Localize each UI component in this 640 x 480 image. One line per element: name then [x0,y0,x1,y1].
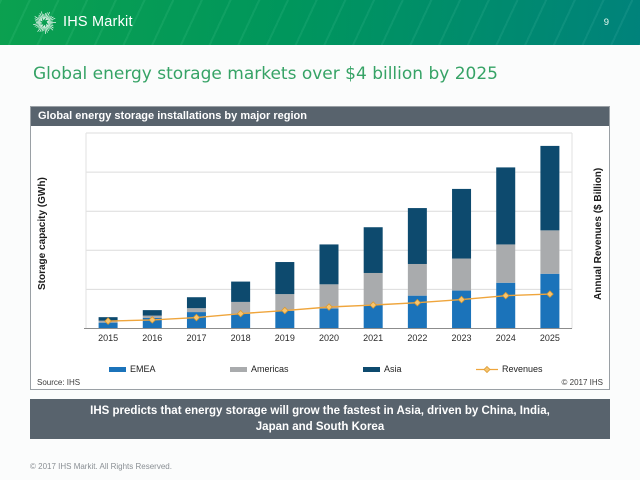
revenues-marker-2016 [148,316,157,324]
x-tick-label: 2025 [540,333,560,343]
bar-segment-asia-2020 [319,244,339,285]
bar-segment-americas-2017 [186,308,206,313]
bar-segment-asia-2016 [142,310,162,316]
x-tick-label: 2017 [186,333,206,343]
chart-title-bar: Global energy storage installations by m… [31,107,609,126]
bar-segment-asia-2017 [186,297,206,309]
revenues-marker-2025 [546,290,554,298]
revenues-marker-2015 [104,317,112,325]
legend-line-swatch [476,365,498,373]
bar-segment-emea-2019 [275,310,295,329]
bar-segment-asia-2024 [496,167,516,245]
bar-segment-emea-2025 [540,273,560,329]
legend-swatch-americas [230,366,247,372]
bar-segment-americas-2022 [407,263,427,296]
x-tick-label: 2018 [231,333,251,343]
callout-box: IHS predicts that energy storage will gr… [30,399,610,439]
bar-segment-asia-2019 [275,262,295,295]
legend-item-asia: Asia [363,363,402,375]
bar-segment-emea-2022 [407,295,427,329]
source-note: Source: IHS [37,378,81,387]
header-bar: IHS Markit 9 [0,0,640,45]
bar-segment-americas-2024 [496,244,516,283]
x-tick-label: 2021 [363,333,383,343]
bar-segment-emea-2024 [496,282,516,329]
chart-title: Global energy storage installations by m… [38,110,307,122]
page-number: 9 [603,17,609,28]
bar-segment-asia-2021 [363,227,383,273]
legend-label-americas: Americas [251,364,289,374]
revenues-marker-2017 [192,313,201,322]
legend-item-emea: EMEA [109,363,156,375]
bar-segment-americas-2019 [275,294,295,311]
x-tick-label: 2024 [496,333,516,343]
bar-segment-emea-2020 [319,308,339,329]
legend-item-americas: Americas [230,363,289,375]
bar-segment-asia-2018 [231,281,251,302]
brand-name: IHS Markit [63,14,133,30]
revenues-marker-2019 [281,306,289,315]
x-tick-label: 2015 [98,333,118,343]
legend-swatch-asia [363,366,380,372]
bar-segment-americas-2025 [540,230,560,274]
chart-legend: EMEA Americas Asia Revenues [31,363,609,377]
x-tick-label: 2022 [407,333,427,343]
chart-container: Global energy storage installations by m… [30,106,610,390]
chart-plot: 2015 2016 2017 2018 2019 2020 2021 2022 2023 2024… [84,132,573,343]
revenues-marker-2020 [325,303,333,311]
x-tick-label: 2020 [319,333,339,343]
x-tick-label: 2016 [142,333,162,343]
bar-segment-americas-2023 [452,258,472,291]
bar-segment-asia-2022 [407,208,427,264]
x-tick-label: 2019 [275,333,295,343]
bar-segment-emea-2015 [98,322,118,329]
legend-label-asia: Asia [384,364,402,374]
x-tick-label: 2023 [452,333,472,343]
bar-segment-asia-2025 [540,145,560,231]
bar-segment-emea-2018 [231,313,251,329]
slide-title: Global energy storage markets over $4 bi… [33,64,498,84]
bar-segment-asia-2023 [452,188,472,259]
revenues-marker-2022 [413,298,422,307]
slide-footer: © 2017 IHS Markit. All Rights Reserved. [30,462,172,471]
bar-segment-americas-2018 [231,301,251,314]
revenues-marker-2024 [501,291,510,300]
ihs-markit-starburst-logo-icon [33,11,56,34]
chart-copyright: © 2017 IHS [561,378,603,387]
legend-item-revenues: Revenues [476,363,543,375]
bar-segment-emea-2021 [363,304,383,329]
revenues-marker-2018 [236,309,245,318]
legend-label-emea: EMEA [130,364,156,374]
legend-label-revenues: Revenues [502,364,543,374]
revenues-marker-2021 [369,301,377,309]
callout-text: IHS predicts that energy storage will gr… [90,404,550,433]
bar-segment-americas-2021 [363,272,383,305]
revenues-marker-2023 [457,295,466,304]
legend-swatch-emea [109,366,126,372]
bar-segment-americas-2020 [319,284,339,309]
